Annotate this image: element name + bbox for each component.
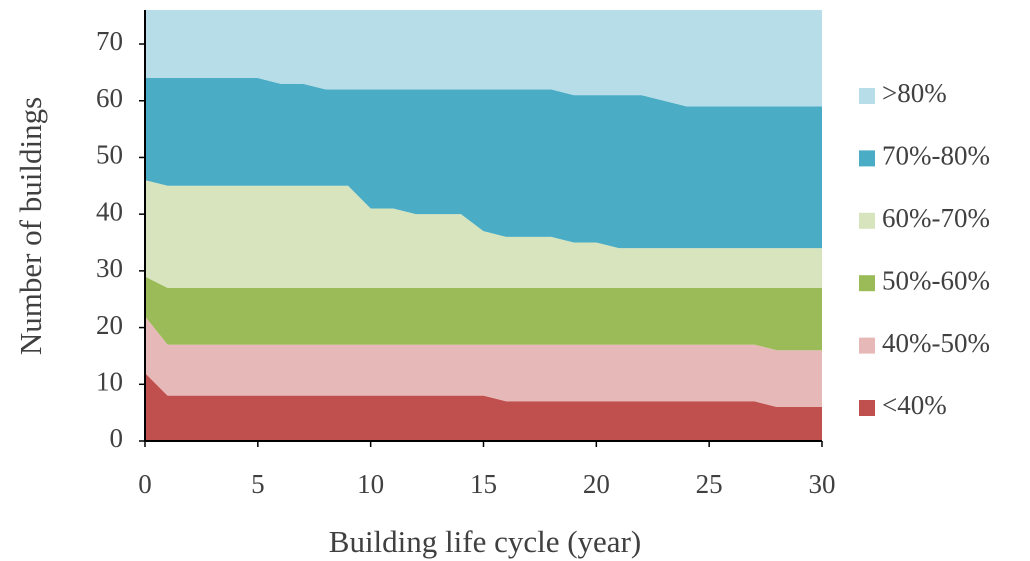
x-tick-label: 15 bbox=[470, 469, 497, 499]
x-tick-label: 0 bbox=[138, 469, 152, 499]
x-tick-label: 20 bbox=[583, 469, 610, 499]
y-tick-label: 0 bbox=[110, 423, 124, 453]
y-tick-label: 70 bbox=[96, 26, 123, 56]
legend-swatch bbox=[859, 275, 875, 292]
legend-label: 40%-50% bbox=[882, 328, 990, 358]
area bbox=[145, 276, 822, 351]
y-tick-label: 20 bbox=[96, 310, 123, 340]
area bbox=[145, 10, 822, 107]
x-tick-label: 5 bbox=[251, 469, 265, 499]
legend-label: >80% bbox=[882, 78, 947, 108]
legend-label: <40% bbox=[882, 390, 947, 420]
legend-swatch bbox=[859, 150, 875, 167]
x-tick-label: 25 bbox=[696, 469, 723, 499]
y-tick-label: 60 bbox=[96, 83, 123, 113]
legend-swatch bbox=[859, 400, 875, 416]
legend-label: 50%-60% bbox=[882, 265, 990, 295]
x-axis-label: Building life cycle (year) bbox=[329, 524, 641, 559]
area bbox=[145, 372, 822, 441]
legend-label: 70%-80% bbox=[882, 141, 990, 171]
x-tick-label: 30 bbox=[809, 469, 836, 499]
y-tick-label: 50 bbox=[96, 140, 123, 170]
x-tick-label: 10 bbox=[357, 469, 384, 499]
legend-swatch bbox=[859, 212, 875, 229]
area bbox=[145, 316, 822, 407]
area bbox=[145, 78, 822, 249]
area bbox=[145, 180, 822, 288]
y-tick-label: 40 bbox=[96, 196, 123, 226]
y-tick-label: 10 bbox=[96, 366, 123, 396]
legend-label: 60%-70% bbox=[882, 203, 990, 233]
y-axis-label: Number of buildings bbox=[13, 97, 48, 355]
y-tick-label: 30 bbox=[96, 253, 123, 283]
legend-swatch bbox=[859, 88, 875, 104]
legend-swatch bbox=[859, 337, 875, 354]
